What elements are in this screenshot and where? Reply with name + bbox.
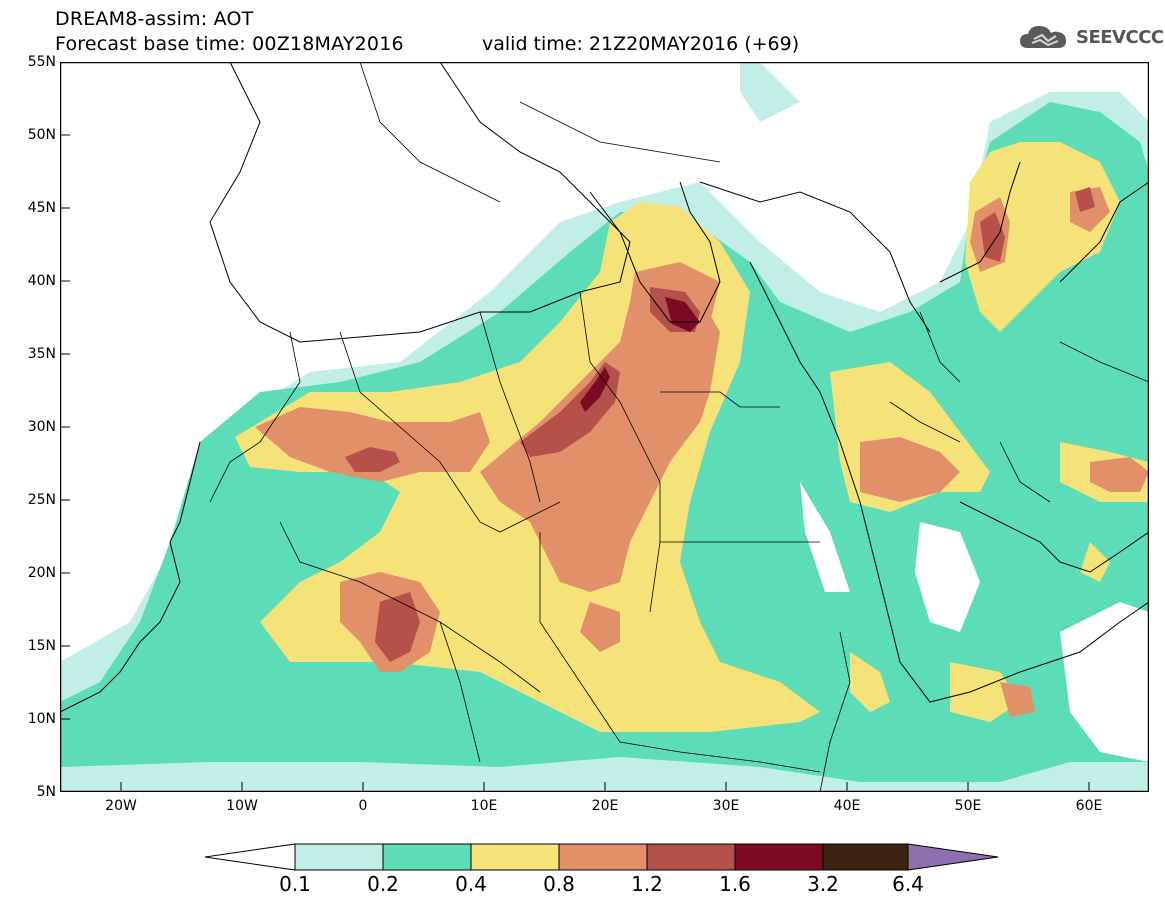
lon-label: 60E (1075, 798, 1103, 814)
colorbar-label: 0.1 (279, 872, 311, 896)
colorbar-label: 1.2 (631, 872, 663, 896)
country-borders (209, 62, 1149, 792)
lon-label: 50E (954, 798, 982, 814)
colorbar-swatch (646, 843, 736, 871)
colorbar-swatch (470, 843, 560, 871)
logo-text: SEEVCCC (1076, 26, 1164, 48)
lon-label: 20W (105, 798, 137, 814)
colorbar-max-arrow (907, 843, 999, 871)
colorbar-label: 6.4 (892, 872, 924, 896)
forecast-base-time: Forecast base time: 00Z18MAY2016 (55, 33, 404, 55)
lat-label: 25N (27, 492, 56, 508)
colorbar (205, 843, 999, 871)
colorbar-min-arrow (205, 843, 296, 871)
tick-marks (60, 62, 1090, 792)
lon-label: 10W (226, 798, 258, 814)
seevccc-logo: SEEVCCC (1018, 22, 1164, 52)
aot-map (60, 62, 1149, 792)
lat-label: 15N (27, 638, 56, 654)
colorbar-swatch (382, 843, 472, 871)
lat-label: 55N (27, 54, 56, 70)
colorbar-label: 3.2 (807, 872, 839, 896)
lat-label: 30N (27, 419, 56, 435)
lat-label: 10N (27, 711, 56, 727)
valid-time: valid time: 21Z20MAY2016 (+69) (482, 33, 800, 55)
colorbar-label: 0.4 (455, 872, 487, 896)
chart-title: DREAM8-assim: AOT (55, 8, 254, 30)
aot-level-0-8 (255, 187, 1149, 717)
lat-label: 35N (27, 346, 56, 362)
map-border (60, 62, 1149, 792)
lon-label: 0 (358, 798, 368, 814)
colorbar-label: 0.8 (543, 872, 575, 896)
lat-label: 5N (36, 784, 56, 800)
lon-label: 40E (833, 798, 861, 814)
colorbar-label: 1.6 (719, 872, 751, 896)
lat-label: 45N (27, 200, 56, 216)
lon-label: 10E (470, 798, 498, 814)
lat-label: 40N (27, 273, 56, 289)
coastlines (60, 62, 1149, 713)
colorbar-swatch (822, 843, 909, 871)
lon-label: 20E (591, 798, 619, 814)
colorbar-swatch (734, 843, 824, 871)
colorbar-swatch (294, 843, 384, 871)
lon-label: 30E (712, 798, 740, 814)
aot-clear-areas (800, 482, 1149, 762)
lat-label: 50N (27, 127, 56, 143)
cloud-icon (1020, 26, 1066, 48)
colorbar-swatch (558, 843, 648, 871)
colorbar-label: 0.2 (367, 872, 399, 896)
lat-label: 20N (27, 565, 56, 581)
